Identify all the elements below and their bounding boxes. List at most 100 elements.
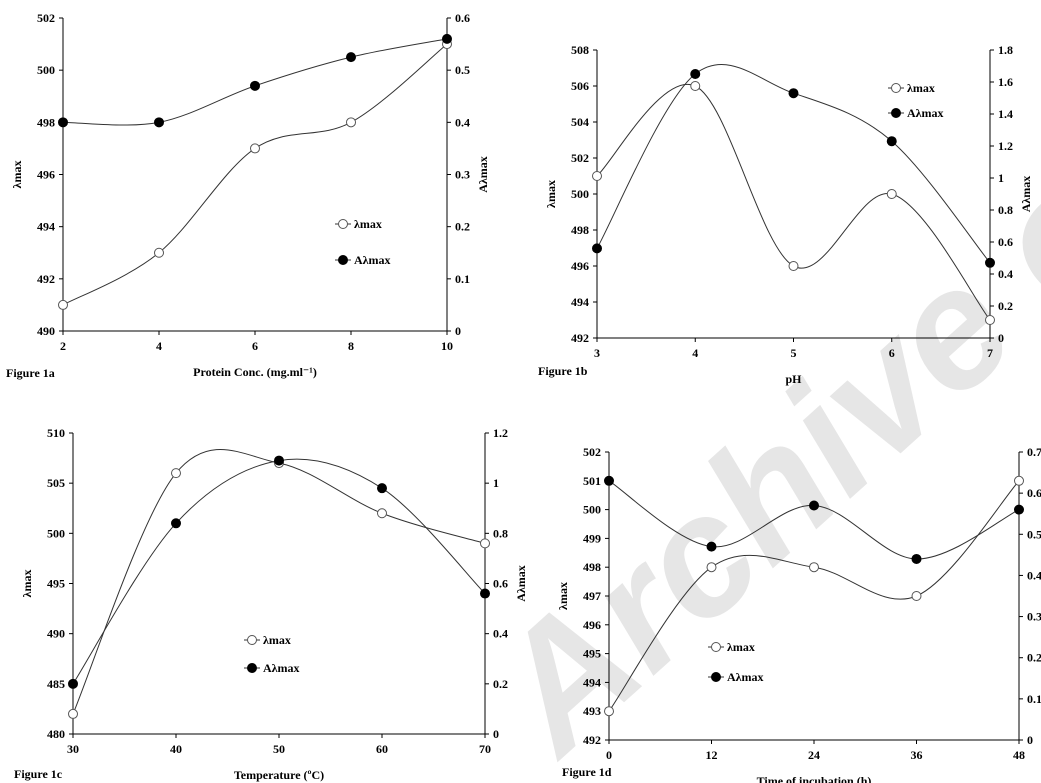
x-tick-label: 12 (706, 748, 718, 762)
data-point-a-lambda-max (592, 243, 602, 254)
legend-label: λmax (727, 640, 755, 654)
legend-label: Aλmax (263, 661, 300, 675)
chart-panel-4: 492 493 494 495 496 497 498 499 500 501 502 0 0.1 0.2… (556, 445, 1041, 783)
y-tick-label: 500 (37, 63, 55, 77)
y-tick-label: 494 (571, 295, 589, 309)
y-tick-label: 498 (583, 560, 601, 574)
y-tick-label: 493 (583, 704, 601, 718)
y2-tick-label: 1.6 (998, 75, 1013, 89)
y-tick-label: 500 (47, 526, 65, 540)
x-tick-label: 0 (606, 748, 612, 762)
x-tick-label: 6 (252, 339, 258, 353)
y-tick-label: 500 (583, 503, 601, 517)
y2-tick-label: 0.2 (493, 677, 508, 691)
x-axis-label: pH (785, 372, 802, 386)
y2-tick-label: 0.4 (493, 627, 508, 641)
chart-panel-2: 492 494 496 498 500 502 504 506 508 0 0.2 0.4 0.6 0.8… (538, 43, 1033, 386)
y-tick-label: 505 (47, 476, 65, 490)
y2-tick-label: 0.6 (455, 11, 470, 25)
data-point-a-lambda-max (171, 518, 181, 529)
legend-marker (891, 83, 901, 93)
y-tick-label: 496 (583, 618, 601, 632)
y-tick-label: 506 (571, 79, 589, 93)
x-tick-label: 48 (1013, 748, 1025, 762)
chart-panel-3: 480 485 490 495 500 505 510 0 0.2 0.4 0.6 0.8 1 1.2 30… (14, 426, 528, 782)
data-point-a-lambda-max (274, 455, 284, 466)
data-point-a-lambda-max (985, 257, 995, 268)
data-point-lambda-max (1014, 475, 1024, 486)
x-tick-label: 6 (889, 346, 895, 360)
x-tick-label: 40 (170, 742, 182, 756)
y2-tick-label: 0.8 (493, 526, 508, 540)
y2-tick-label: 0.3 (1027, 610, 1041, 624)
legend-label: Aλmax (727, 670, 764, 684)
data-point-a-lambda-max (886, 136, 897, 147)
y2-tick-label: 0.1 (455, 272, 470, 286)
data-point-a-lambda-max (480, 588, 490, 599)
data-point-lambda-max (377, 508, 387, 519)
y2-tick-label: 0.2 (1027, 651, 1041, 665)
x-tick-label: 30 (67, 742, 79, 756)
data-point-lambda-max (171, 468, 181, 479)
legend-label: λmax (263, 633, 291, 647)
y-tick-label: 496 (571, 259, 589, 273)
y2-tick-label: 1.2 (998, 139, 1013, 153)
data-point-a-lambda-max (346, 52, 356, 63)
y2-tick-label: 1.8 (998, 43, 1013, 57)
data-point-a-lambda-max (68, 678, 78, 689)
y2-tick-label: 0.6 (493, 577, 508, 591)
data-point-a-lambda-max (604, 475, 614, 486)
y-tick-label: 502 (583, 445, 601, 459)
y-tick-label: 492 (37, 272, 55, 286)
x-tick-label: 10 (441, 339, 453, 353)
legend-marker (247, 663, 257, 673)
data-point-a-lambda-max (442, 33, 452, 44)
data-point-lambda-max (68, 708, 78, 719)
x-tick-label: 5 (791, 346, 797, 360)
data-point-a-lambda-max (250, 80, 260, 91)
y2-tick-label: 0 (455, 324, 461, 338)
y2-tick-label: 0.4 (455, 115, 470, 129)
y2-tick-label: 0.6 (1027, 486, 1041, 500)
watermark: Archive of SID (455, 0, 1041, 783)
figure-label: Figure 1d (562, 765, 612, 779)
legend-label: Aλmax (907, 106, 944, 120)
y2-tick-label: 0.2 (998, 299, 1013, 313)
data-point-lambda-max (985, 315, 995, 325)
y2-axis-label: Aλmax (1019, 176, 1033, 213)
y-tick-label: 498 (571, 223, 589, 237)
y2-tick-label: 0 (493, 727, 499, 741)
data-point-a-lambda-max (377, 483, 387, 494)
x-tick-label: 50 (273, 742, 285, 756)
y2-tick-label: 0.5 (1027, 527, 1041, 541)
x-axis-label: Protein Conc. (mg.ml⁻¹) (193, 365, 317, 379)
y-tick-label: 494 (583, 675, 601, 689)
y2-tick-label: 1 (493, 476, 499, 490)
x-tick-label: 60 (376, 742, 388, 756)
y-tick-label: 492 (583, 733, 601, 747)
data-point-a-lambda-max (706, 541, 717, 552)
legend-marker (891, 108, 901, 118)
y-tick-label: 502 (37, 11, 55, 25)
y2-tick-label: 0.5 (455, 63, 470, 77)
y-tick-label: 485 (47, 677, 65, 691)
x-tick-label: 70 (479, 742, 491, 756)
data-point-a-lambda-max (690, 69, 701, 79)
figure-label: Figure 1a (6, 366, 55, 380)
x-tick-label: 8 (348, 339, 354, 353)
y-tick-label: 496 (37, 168, 55, 182)
data-point-lambda-max (886, 189, 897, 199)
legend-label: Aλmax (354, 253, 391, 267)
y-tick-label: 500 (571, 187, 589, 201)
y-tick-label: 508 (571, 43, 589, 57)
y2-tick-label: 0.4 (998, 267, 1013, 281)
y-axis-label: λmax (20, 570, 34, 598)
y2-tick-label: 0.6 (998, 235, 1013, 249)
legend-marker (338, 219, 348, 229)
legend-marker (711, 642, 721, 652)
data-point-lambda-max (809, 562, 819, 573)
data-point-a-lambda-max (58, 117, 68, 128)
series-line-a-lambda-max (72, 458, 486, 685)
y-tick-label: 504 (571, 115, 589, 129)
